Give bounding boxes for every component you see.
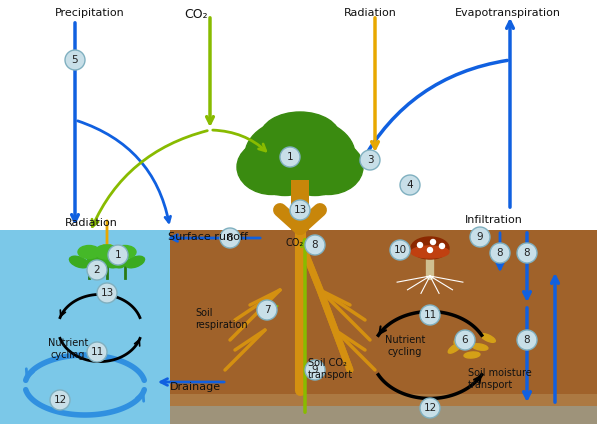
Text: 8: 8 <box>524 248 530 258</box>
Circle shape <box>470 227 490 247</box>
Ellipse shape <box>481 334 496 342</box>
Bar <box>170 406 597 424</box>
Text: 1: 1 <box>287 152 293 162</box>
Text: 12: 12 <box>423 403 436 413</box>
Circle shape <box>517 330 537 350</box>
Circle shape <box>280 147 300 167</box>
Text: 8: 8 <box>524 335 530 345</box>
Circle shape <box>400 175 420 195</box>
Circle shape <box>220 228 240 248</box>
Text: 10: 10 <box>393 245 407 255</box>
Ellipse shape <box>114 245 136 259</box>
Ellipse shape <box>107 256 127 268</box>
Circle shape <box>87 260 107 280</box>
Text: 4: 4 <box>407 180 413 190</box>
Ellipse shape <box>411 246 449 258</box>
Text: 8: 8 <box>497 248 503 258</box>
Text: 1: 1 <box>115 250 121 260</box>
Ellipse shape <box>293 139 363 195</box>
Text: Radiation: Radiation <box>343 8 396 18</box>
Text: Infiltration: Infiltration <box>465 215 523 225</box>
Text: Soil CO₂
transport: Soil CO₂ transport <box>308 358 353 379</box>
Ellipse shape <box>95 245 119 259</box>
Circle shape <box>430 240 435 245</box>
Text: Nutrient
cycling: Nutrient cycling <box>385 335 425 357</box>
Text: CO₂: CO₂ <box>286 238 304 248</box>
Ellipse shape <box>69 256 88 268</box>
Text: Precipitation: Precipitation <box>55 8 125 18</box>
Circle shape <box>360 150 380 170</box>
Text: 13: 13 <box>100 288 113 298</box>
Circle shape <box>290 200 310 220</box>
Text: Drainage: Drainage <box>170 382 221 392</box>
Circle shape <box>65 50 85 70</box>
Text: Evapotranspiration: Evapotranspiration <box>455 8 561 18</box>
Circle shape <box>305 360 325 380</box>
Ellipse shape <box>448 343 461 353</box>
Ellipse shape <box>460 336 475 344</box>
Bar <box>170 394 597 424</box>
Text: 8: 8 <box>312 240 318 250</box>
Ellipse shape <box>125 256 144 268</box>
Text: 11: 11 <box>423 310 436 320</box>
Circle shape <box>108 245 128 265</box>
Circle shape <box>490 243 510 263</box>
Text: Nutrient
cycling: Nutrient cycling <box>48 338 88 360</box>
Text: 12: 12 <box>53 395 67 405</box>
Ellipse shape <box>464 352 480 358</box>
Ellipse shape <box>253 151 318 195</box>
Text: 5: 5 <box>72 55 78 65</box>
Text: 13: 13 <box>293 205 307 215</box>
Circle shape <box>97 283 117 303</box>
Ellipse shape <box>87 256 106 268</box>
Bar <box>170 230 597 424</box>
Text: 7: 7 <box>264 305 270 315</box>
Ellipse shape <box>245 117 355 192</box>
Text: 8: 8 <box>227 233 233 243</box>
Circle shape <box>50 390 70 410</box>
Text: Soil moisture
transport: Soil moisture transport <box>468 368 532 390</box>
Circle shape <box>420 398 440 418</box>
Text: CO₂: CO₂ <box>184 8 208 21</box>
Ellipse shape <box>411 237 449 259</box>
Circle shape <box>305 235 325 255</box>
Ellipse shape <box>260 112 340 162</box>
Ellipse shape <box>90 256 109 268</box>
Ellipse shape <box>282 151 347 195</box>
Circle shape <box>257 300 277 320</box>
Circle shape <box>417 243 423 248</box>
Text: 2: 2 <box>94 265 100 275</box>
Circle shape <box>455 330 475 350</box>
Circle shape <box>439 243 445 248</box>
Text: 3: 3 <box>367 155 373 165</box>
Circle shape <box>517 243 537 263</box>
Circle shape <box>390 240 410 260</box>
Text: 11: 11 <box>90 347 104 357</box>
Ellipse shape <box>237 139 307 195</box>
Text: Soil
respiration: Soil respiration <box>195 308 248 329</box>
Text: Surface runoff: Surface runoff <box>168 232 248 242</box>
Bar <box>0 230 170 424</box>
Ellipse shape <box>106 256 125 268</box>
Bar <box>291 180 309 230</box>
Bar <box>0 0 597 230</box>
Circle shape <box>420 305 440 325</box>
Ellipse shape <box>472 344 488 350</box>
Ellipse shape <box>454 332 466 344</box>
Text: 6: 6 <box>461 335 468 345</box>
Ellipse shape <box>78 245 100 259</box>
Circle shape <box>427 248 432 253</box>
Circle shape <box>87 342 107 362</box>
Text: 9: 9 <box>312 365 318 375</box>
Text: 9: 9 <box>476 232 484 242</box>
Text: Radiation: Radiation <box>65 218 118 228</box>
